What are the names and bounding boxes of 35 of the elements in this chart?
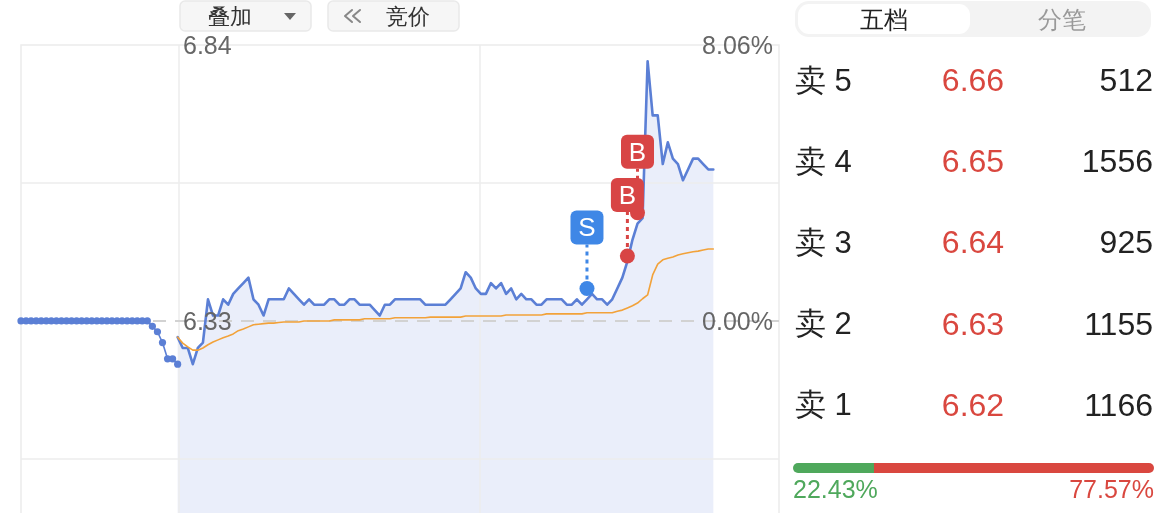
y2-tick-label: 0.00% bbox=[702, 306, 773, 335]
data-label: 1166 bbox=[1084, 386, 1153, 423]
point bbox=[169, 355, 177, 363]
data-label: 22.43% bbox=[793, 475, 878, 503]
category-label: 卖 4 bbox=[795, 143, 852, 179]
point bbox=[143, 317, 151, 325]
point bbox=[158, 338, 167, 347]
data-label: 6.64 bbox=[941, 224, 1005, 261]
point bbox=[174, 360, 182, 368]
data-label: 1155 bbox=[1084, 305, 1153, 342]
data-label: B bbox=[628, 136, 647, 167]
data-label: 77.57% bbox=[1069, 475, 1154, 503]
point bbox=[153, 328, 162, 336]
text: 竞价 bbox=[386, 3, 430, 29]
point bbox=[619, 248, 635, 264]
point bbox=[579, 280, 595, 296]
y2-tick-label: 8.06% bbox=[702, 31, 773, 59]
category-label: 卖 1 bbox=[795, 387, 852, 423]
text: 叠加 bbox=[208, 3, 252, 29]
category-label: 卖 3 bbox=[795, 224, 852, 260]
data-label: 6.63 bbox=[941, 305, 1005, 342]
data-label: 512 bbox=[1099, 62, 1153, 98]
point bbox=[148, 322, 156, 330]
text: 分笔 bbox=[1038, 5, 1086, 33]
data-label: 6.65 bbox=[941, 143, 1005, 180]
text: 五档 bbox=[860, 5, 908, 33]
data-label: 6.62 bbox=[941, 386, 1005, 423]
data-label: 6.66 bbox=[941, 62, 1005, 98]
data-label: S bbox=[578, 212, 596, 243]
data-label: B bbox=[618, 180, 637, 211]
data-label: 1556 bbox=[1081, 143, 1153, 180]
category-label: 卖 2 bbox=[795, 306, 852, 342]
y-tick-label: 6.84 bbox=[183, 31, 232, 59]
data-label: 925 bbox=[1099, 224, 1153, 261]
category-label: 卖 5 bbox=[795, 62, 852, 98]
